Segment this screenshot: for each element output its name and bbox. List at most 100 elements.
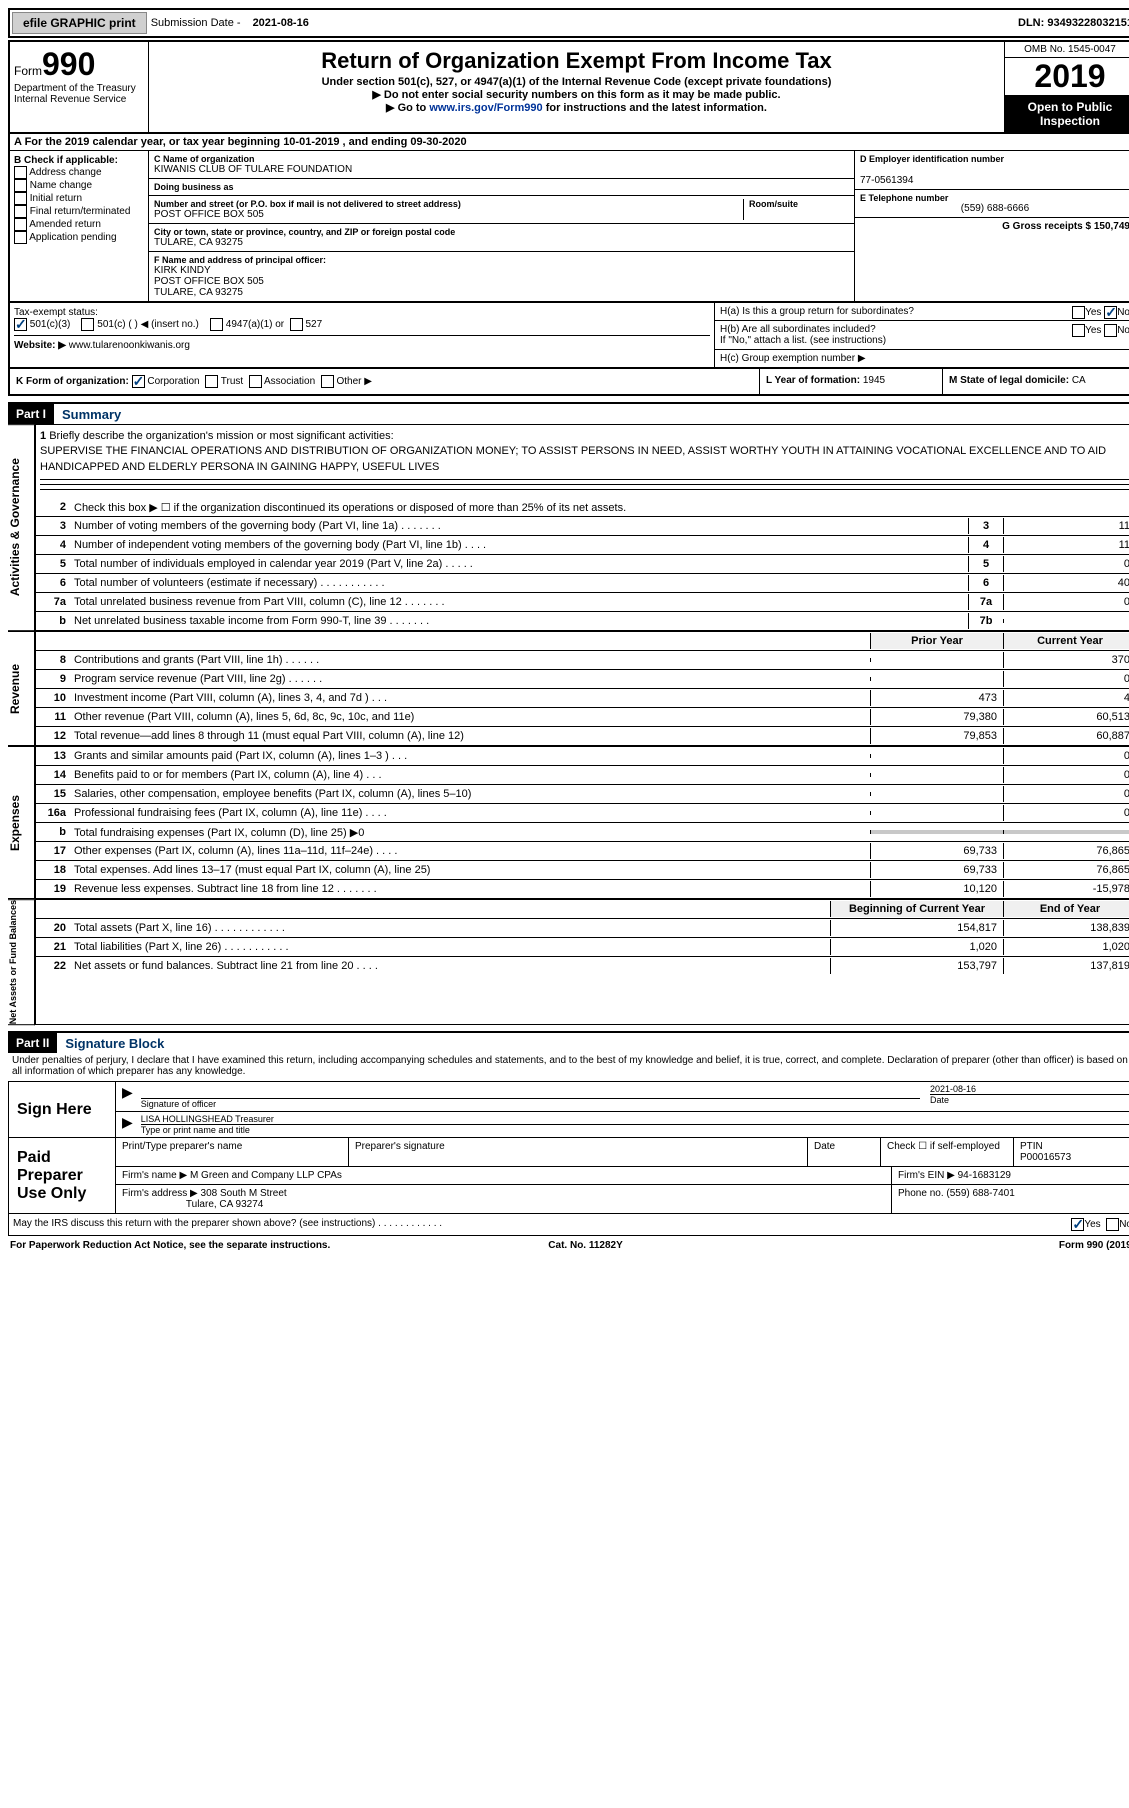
table-row: 10Investment income (Part VIII, column (… xyxy=(36,689,1129,708)
website-value: www.tularenoonkiwanis.org xyxy=(69,340,190,351)
check-initial-return[interactable]: Initial return xyxy=(14,192,144,205)
page-footer: For Paperwork Reduction Act Notice, see … xyxy=(8,1236,1129,1255)
hc-label: H(c) Group exemption number ▶ xyxy=(715,350,1129,367)
check-501c3[interactable] xyxy=(14,318,27,331)
table-row: 8Contributions and grants (Part VIII, li… xyxy=(36,651,1129,670)
row-hij: Tax-exempt status: 501(c)(3) 501(c) ( ) … xyxy=(8,303,1129,369)
hb-yes[interactable] xyxy=(1072,324,1085,337)
check-address-change[interactable]: Address change xyxy=(14,166,144,179)
table-row: 11Other revenue (Part VIII, column (A), … xyxy=(36,708,1129,727)
table-row: 5Total number of individuals employed in… xyxy=(36,555,1129,574)
check-assoc[interactable] xyxy=(249,375,262,388)
discuss-text: May the IRS discuss this return with the… xyxy=(13,1218,442,1231)
officer-addr: POST OFFICE BOX 505 xyxy=(154,276,849,287)
form-number: 990 xyxy=(42,46,95,82)
gross-receipts-label: G Gross receipts $ xyxy=(1002,221,1094,232)
perjury-text: Under penalties of perjury, I declare th… xyxy=(8,1053,1129,1079)
check-4947[interactable] xyxy=(210,318,223,331)
ein-value: 77-0561394 xyxy=(860,175,1129,186)
q1-label: Briefly describe the organization's miss… xyxy=(49,430,393,442)
hb-no[interactable] xyxy=(1104,324,1117,337)
hb-note: If "No," attach a list. (see instruction… xyxy=(720,335,886,346)
summary-governance: Activities & Governance 1 Briefly descri… xyxy=(8,424,1129,631)
check-trust[interactable] xyxy=(205,375,218,388)
street-value: POST OFFICE BOX 505 xyxy=(154,209,743,220)
check-final-return[interactable]: Final return/terminated xyxy=(14,205,144,218)
table-row: 21Total liabilities (Part X, line 26) . … xyxy=(36,938,1129,957)
table-row: 6Total number of volunteers (estimate if… xyxy=(36,574,1129,593)
table-row: 17Other expenses (Part IX, column (A), l… xyxy=(36,842,1129,861)
current-year-header: Current Year xyxy=(1003,633,1129,649)
ptin-value: P00016573 xyxy=(1020,1152,1071,1163)
vert-netassets: Net Assets or Fund Balances xyxy=(8,899,35,1025)
goto-suffix: for instructions and the latest informat… xyxy=(543,102,767,114)
part2-header: Part II xyxy=(8,1033,57,1053)
officer-city: TULARE, CA 93275 xyxy=(154,287,849,298)
summary-expenses: Expenses 13Grants and similar amounts pa… xyxy=(8,746,1129,899)
sig-officer-label: Signature of officer xyxy=(141,1099,216,1109)
dept-treasury: Department of the Treasury xyxy=(14,83,144,94)
l-label: L Year of formation: xyxy=(766,375,863,386)
firm-name: M Green and Company LLP CPAs xyxy=(190,1170,342,1181)
ha-yes[interactable] xyxy=(1072,306,1085,319)
room-label: Room/suite xyxy=(749,199,849,209)
ein-label: D Employer identification number xyxy=(860,154,1129,164)
irs-link[interactable]: www.irs.gov/Form990 xyxy=(429,102,542,114)
table-row: 13Grants and similar amounts paid (Part … xyxy=(36,747,1129,766)
table-row: 15Salaries, other compensation, employee… xyxy=(36,785,1129,804)
discuss-row: May the IRS discuss this return with the… xyxy=(8,1214,1129,1236)
label-527: 527 xyxy=(305,319,322,330)
table-row: 22Net assets or fund balances. Subtract … xyxy=(36,957,1129,975)
dba-label: Doing business as xyxy=(154,182,849,192)
check-app-pending[interactable]: Application pending xyxy=(14,231,144,244)
table-row: 16aProfessional fundraising fees (Part I… xyxy=(36,804,1129,823)
efile-print-button[interactable]: efile GRAPHIC print xyxy=(12,12,147,34)
check-other[interactable] xyxy=(321,375,334,388)
check-527[interactable] xyxy=(290,318,303,331)
pt-sig-label: Preparer's signature xyxy=(355,1141,445,1152)
typed-name: LISA HOLLINGSHEAD Treasurer xyxy=(141,1114,1129,1125)
summary-netassets: Net Assets or Fund Balances Beginning of… xyxy=(8,899,1129,1025)
pt-date-label: Date xyxy=(814,1141,835,1152)
l-value: 1945 xyxy=(863,375,885,386)
street-label: Number and street (or P.O. box if mail i… xyxy=(154,199,743,209)
firm-phone-label: Phone no. xyxy=(898,1188,946,1199)
identity-block: B Check if applicable: Address change Na… xyxy=(8,151,1129,303)
discuss-no[interactable] xyxy=(1106,1218,1119,1231)
check-amended-return[interactable]: Amended return xyxy=(14,218,144,231)
city-label: City or town, state or province, country… xyxy=(154,227,849,237)
check-self-label: Check ☐ if self-employed xyxy=(887,1141,1000,1152)
m-value: CA xyxy=(1072,375,1086,386)
org-name-label: C Name of organization xyxy=(154,154,849,164)
summary-revenue: Revenue Prior Year Current Year 8Contrib… xyxy=(8,631,1129,746)
org-name: KIWANIS CLUB OF TULARE FOUNDATION xyxy=(154,164,849,175)
dln: DLN: 93493228032151 xyxy=(1018,17,1129,29)
top-bar: efile GRAPHIC print Submission Date - 20… xyxy=(8,8,1129,38)
pt-name-label: Print/Type preparer's name xyxy=(122,1141,242,1152)
table-row: 19Revenue less expenses. Subtract line 1… xyxy=(36,880,1129,898)
check-corp[interactable] xyxy=(132,375,145,388)
m-label: M State of legal domicile: xyxy=(949,375,1072,386)
table-row: 18Total expenses. Add lines 13–17 (must … xyxy=(36,861,1129,880)
sig-date-label: Date xyxy=(930,1095,949,1105)
part1-header: Part I xyxy=(8,404,54,424)
footer-mid: Cat. No. 11282Y xyxy=(548,1240,622,1251)
form-word: Form xyxy=(14,64,42,78)
discuss-yes[interactable] xyxy=(1071,1218,1084,1231)
firm-phone: (559) 688-7401 xyxy=(946,1188,1014,1199)
goto-prefix: ▶ Go to xyxy=(386,102,429,114)
signature-block: Sign Here ▶ Signature of officer 2021-08… xyxy=(8,1081,1129,1214)
row-klm: K Form of organization: Corporation Trus… xyxy=(8,369,1129,396)
ha-no[interactable] xyxy=(1104,306,1117,319)
submission-date-value: 2021-08-16 xyxy=(251,15,311,31)
check-501c[interactable] xyxy=(81,318,94,331)
open-to-public: Open to Public Inspection xyxy=(1005,96,1129,132)
check-name-change[interactable]: Name change xyxy=(14,179,144,192)
typed-name-label: Type or print name and title xyxy=(141,1125,250,1135)
prior-year-header: Prior Year xyxy=(870,633,1003,649)
part1-title: Summary xyxy=(54,407,121,422)
hb-label: H(b) Are all subordinates included? xyxy=(720,324,876,335)
footer-left: For Paperwork Reduction Act Notice, see … xyxy=(10,1240,330,1251)
paid-preparer-label: Paid Preparer Use Only xyxy=(9,1138,116,1213)
table-row: bTotal fundraising expenses (Part IX, co… xyxy=(36,823,1129,842)
